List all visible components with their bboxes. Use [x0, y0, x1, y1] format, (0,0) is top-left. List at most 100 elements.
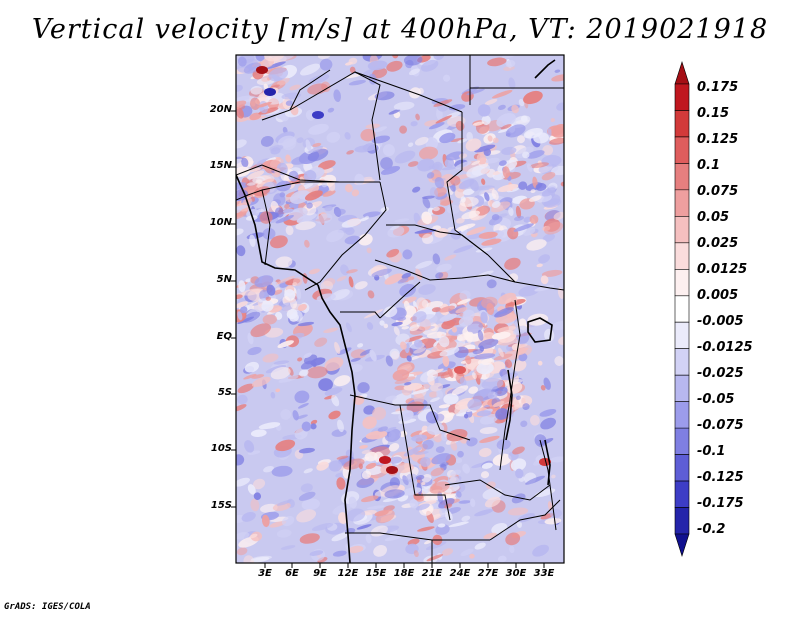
field-blob — [363, 405, 375, 415]
field-blob — [304, 190, 323, 201]
field-blob — [542, 145, 554, 156]
field-blob — [256, 101, 272, 108]
field-blob — [250, 498, 260, 512]
lon-label-3e: 3E — [258, 568, 272, 579]
field-blob — [394, 376, 416, 385]
field-blob — [299, 63, 321, 76]
border-mozambique — [539, 439, 557, 531]
field-blob — [422, 197, 431, 209]
field-blob — [525, 475, 546, 485]
field-blob — [455, 457, 463, 464]
field-blob — [318, 378, 333, 392]
field-blob — [450, 175, 461, 186]
field-blob — [541, 269, 563, 277]
field-blob — [428, 122, 445, 130]
field-blob — [308, 123, 329, 135]
colorbar-label: -0.05 — [697, 392, 735, 407]
field-blob — [483, 532, 497, 539]
field-blob — [460, 548, 474, 557]
field-blob — [491, 189, 499, 201]
field-blob — [478, 338, 499, 349]
field-blob — [348, 545, 364, 554]
field-blob — [380, 157, 393, 170]
lon-label-33e: 33E — [533, 568, 555, 579]
field-blob — [236, 477, 250, 487]
field-blob — [505, 532, 521, 546]
field-blob — [292, 277, 303, 286]
field-blob — [263, 466, 274, 473]
lon-ticks — [264, 563, 545, 568]
field-blob — [430, 382, 444, 392]
field-blob — [474, 185, 495, 191]
field-blob — [412, 311, 427, 323]
field-blob — [253, 492, 262, 500]
field-blob — [365, 462, 377, 470]
field-blob — [484, 192, 490, 202]
field-blob — [275, 256, 293, 268]
field-blob — [448, 521, 469, 528]
field-blob — [506, 187, 520, 193]
field-blob — [296, 213, 317, 224]
field-blob — [497, 104, 506, 111]
colorbar-segment — [674, 295, 690, 323]
field-blob — [385, 395, 397, 402]
field-blob — [470, 498, 476, 508]
red-sea-coast — [534, 59, 556, 79]
field-blob — [357, 343, 364, 348]
field-blob — [481, 462, 493, 469]
field-blob — [399, 283, 416, 297]
field-blob — [310, 419, 318, 425]
field-blob — [326, 131, 341, 143]
field-blob — [465, 138, 482, 152]
field-blob — [247, 170, 265, 180]
field-blob — [455, 161, 472, 169]
field-blob — [380, 206, 390, 213]
field-blob — [477, 329, 484, 341]
field-blob — [508, 207, 514, 217]
border-algeria-niger — [261, 69, 331, 121]
lat-ticks — [231, 110, 236, 508]
field-blob — [551, 74, 564, 82]
field-blob — [465, 355, 472, 365]
field-blob — [492, 453, 512, 466]
field-blob — [492, 400, 505, 408]
field-blob — [236, 547, 248, 556]
field-blob — [334, 341, 341, 354]
field-blob — [277, 77, 290, 86]
field-blob — [462, 309, 475, 321]
colorbar-segment — [674, 83, 690, 111]
field-blob — [466, 226, 486, 236]
field-blob — [517, 135, 525, 144]
field-blob — [523, 90, 543, 105]
field-blob — [279, 192, 286, 198]
field-blob — [474, 353, 496, 360]
field-blob — [526, 163, 533, 172]
colorbar-segment — [674, 136, 690, 164]
field-blob — [371, 268, 392, 277]
field-blob — [444, 412, 455, 418]
field-blob — [462, 463, 471, 474]
field-blob — [474, 144, 496, 153]
field-blob — [415, 475, 425, 480]
field-blob — [417, 526, 435, 532]
field-blob — [322, 190, 336, 197]
field-blob — [359, 444, 368, 449]
field-blob — [479, 427, 498, 434]
field-blob — [534, 488, 556, 498]
field-blob — [280, 409, 292, 420]
field-blob — [274, 311, 283, 320]
field-blob — [236, 211, 248, 221]
field-blob — [303, 352, 313, 359]
field-blob — [480, 311, 488, 324]
field-blob — [458, 153, 468, 159]
field-blob — [263, 83, 269, 90]
field-blob — [365, 533, 372, 544]
field-blob — [276, 500, 292, 506]
field-blob — [541, 187, 556, 197]
field-blob — [428, 391, 438, 398]
field-blob — [310, 423, 317, 430]
field-blob — [265, 296, 271, 301]
field-blob — [542, 233, 555, 242]
field-blob — [393, 101, 415, 111]
field-blob — [309, 550, 324, 556]
